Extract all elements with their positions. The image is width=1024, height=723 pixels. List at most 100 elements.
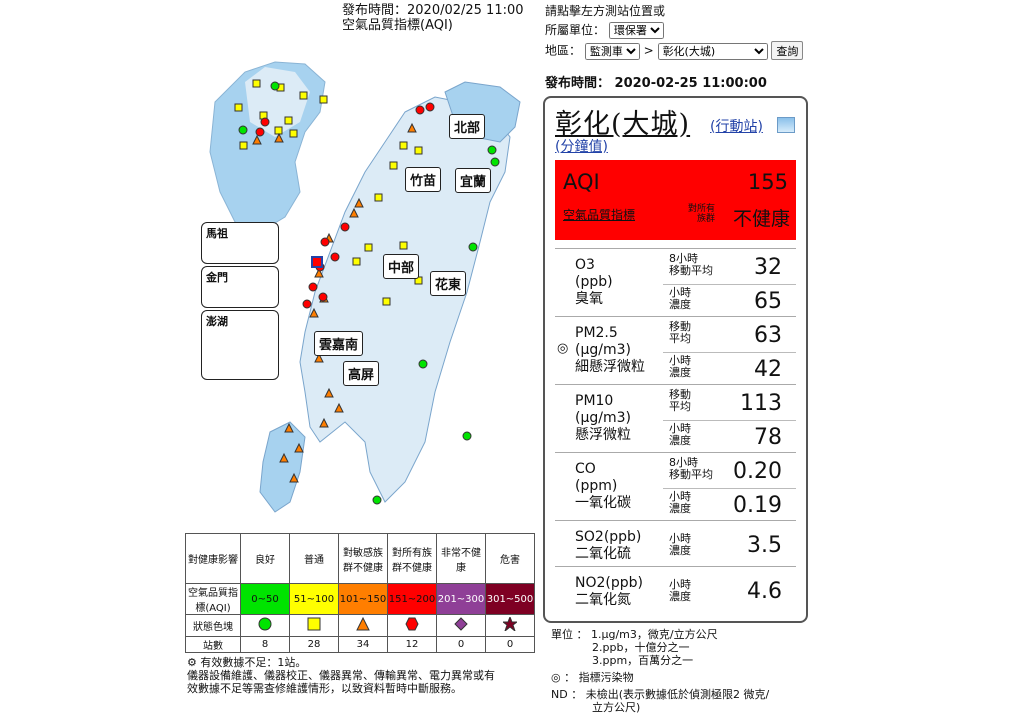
region-label-yunjianan[interactable]: 雲嘉南 xyxy=(314,331,364,356)
co-r2-value: 0.19 xyxy=(733,493,782,518)
pollutant-cname: 二氧化氮 xyxy=(575,592,631,608)
level-count: 8 xyxy=(240,636,290,653)
pollutant-cname: 臭氧 xyxy=(575,291,603,307)
o3-r2-value: 65 xyxy=(754,289,782,314)
co-r1-label: 8小時 移動平均 xyxy=(669,456,713,481)
region-select[interactable]: 監測車 xyxy=(584,42,640,60)
pollutant-unit: (ppb) xyxy=(575,274,613,290)
hazardous-star-icon xyxy=(485,614,535,637)
region-label: 地區： xyxy=(545,43,582,58)
pollutant-cname: 二氧化硫 xyxy=(575,546,631,562)
station-card: 彰化(大城) (行動站) (分鐘值) AQI 155 空氣品質指標 對所有族群 … xyxy=(543,96,808,623)
unit-label: 所屬單位： xyxy=(545,23,606,37)
co-r1-value: 0.20 xyxy=(733,459,782,484)
pm10-r2-label: 小時 濃度 xyxy=(669,422,691,447)
unit-line: 單位 ： 1.μg/m3，微克/立方公尺 xyxy=(551,628,718,641)
pollutant-cname: 懸浮微粒 xyxy=(575,427,631,443)
sensitive-triangle-icon xyxy=(338,614,388,637)
arrow-separator: > xyxy=(643,43,654,58)
aqi-legend-table: 對健康影響 良好 普通 對敏感族群不健康 對所有族群不健康 非常不健康 危害 空… xyxy=(185,533,535,653)
units-notes: 單位 ： 1.μg/m3，微克/立方公尺 2.ppb，十億分之一 3.ppm，百… xyxy=(551,628,769,714)
level-count: 0 xyxy=(436,636,486,653)
region-label-central[interactable]: 中部 xyxy=(383,254,420,279)
o3-r2-label: 小時 濃度 xyxy=(669,286,691,311)
o3-r1-value: 32 xyxy=(754,255,782,280)
level-range: 101~150 xyxy=(338,583,388,615)
level-range: 301~500 xyxy=(485,583,535,615)
hint-text: 請點擊左方測站位置或 xyxy=(545,4,666,18)
legend-header: 對健康影響 xyxy=(185,533,241,584)
level-range: 201~300 xyxy=(436,583,486,615)
legend-row-shape: 狀態色塊 xyxy=(185,614,241,637)
o3-r1-label: 8小時 移動平均 xyxy=(669,252,713,277)
level-range: 151~200 xyxy=(387,583,437,615)
very-unhealthy-diamond-icon xyxy=(436,614,486,637)
legend-row-count: 站數 xyxy=(185,636,241,653)
level-name: 對所有族群不健康 xyxy=(387,533,437,584)
pollutant-name: PM10 xyxy=(575,393,614,409)
level-name: 對敏感族群不健康 xyxy=(338,533,388,584)
publish-time-header: 發布時間：2020/02/25 11:00 xyxy=(342,3,524,18)
level-name: 危害 xyxy=(485,533,535,584)
level-count: 34 xyxy=(338,636,388,653)
pollutant-so2: SO2(ppb) 二氧化硫 小時 濃度 3.5 xyxy=(555,520,796,567)
image-icon[interactable] xyxy=(777,117,795,133)
inset-label-matsu: 馬祖 xyxy=(206,227,228,240)
level-count: 12 xyxy=(387,636,437,653)
station-name[interactable]: 彰化(大城) xyxy=(555,109,691,140)
note-line: 儀器設備維護、儀器校正、儀器異常、傳輸異常、電力異常或有 xyxy=(187,669,495,682)
inset-penghu[interactable]: 澎湖 xyxy=(201,310,279,380)
pm25-r2-label: 小時 濃度 xyxy=(669,354,691,379)
aqi-status: 不健康 xyxy=(732,208,790,230)
pollutant-unit: (μg/m3) xyxy=(575,410,631,426)
no2-r1-value: 4.6 xyxy=(747,579,782,604)
pollutant-name: NO2(ppb) xyxy=(575,575,643,591)
no2-r1-label: 小時 濃度 xyxy=(669,578,691,603)
unit-line: ◎ ： 指標污染物 xyxy=(551,671,634,684)
level-name: 良好 xyxy=(240,533,290,584)
station-select[interactable]: 彰化(大城) xyxy=(657,42,768,60)
pollutant-co: CO (ppm) 一氧化碳 8小時 移動平均 0.20 小時 濃度 0.19 xyxy=(555,452,796,521)
pollutant-name: SO2(ppb) xyxy=(575,529,642,545)
page-subtitle: 空氣品質指標(AQI) xyxy=(342,18,453,33)
so2-r1-value: 3.5 xyxy=(747,533,782,558)
region-label-yilan[interactable]: 宜蘭 xyxy=(455,168,492,193)
aqi-key: AQI xyxy=(563,170,600,194)
unit-line: 3.ppm，百萬分之一 xyxy=(592,654,694,667)
pollutant-cname: 一氧化碳 xyxy=(575,495,631,511)
aqi-label-link[interactable]: 空氣品質指標 xyxy=(563,208,636,222)
level-count: 28 xyxy=(289,636,339,653)
pollutant-cname: 細懸浮微粒 xyxy=(575,359,645,375)
minute-value-link[interactable]: (分鐘值) xyxy=(555,139,608,155)
region-label-north[interactable]: 北部 xyxy=(449,114,486,139)
legend-notes: ⚙ 有效數據不足：1站。 儀器設備維護、儀器校正、儀器異常、傳輸異常、電力異常或… xyxy=(187,656,495,695)
pollutant-name: CO xyxy=(575,461,596,477)
pollutant-name: O3 xyxy=(575,257,595,273)
query-button[interactable]: 查詢 xyxy=(771,41,804,60)
good-circle-icon xyxy=(240,614,290,637)
unit-line: ND ： 未檢出(表示數據低於偵測極限2 微克/ xyxy=(551,688,770,701)
primary-pollutant-mark: ◎ xyxy=(557,341,569,356)
level-range: 0~50 xyxy=(240,583,290,615)
inset-matsu[interactable]: 馬祖 xyxy=(201,222,279,264)
mobile-station-link[interactable]: (行動站) xyxy=(710,119,763,135)
unit-line: 立方公尺) xyxy=(592,701,641,714)
pollutant-unit: (ppm) xyxy=(575,478,618,494)
taiwan-map[interactable] xyxy=(205,42,535,522)
pollutant-no2: NO2(ppb) 二氧化氮 小時 濃度 4.6 xyxy=(555,566,796,617)
region-label-huadong[interactable]: 花東 xyxy=(430,271,467,296)
unit-select[interactable]: 環保署 xyxy=(608,22,664,39)
level-range: 51~100 xyxy=(289,583,339,615)
pollutant-o3: O3 (ppb) 臭氧 8小時 移動平均 32 小時 濃度 65 xyxy=(555,248,796,317)
note-line: ⚙ 有效數據不足：1站。 xyxy=(187,656,307,669)
region-label-zhumiao[interactable]: 竹苗 xyxy=(405,167,442,192)
pm25-r1-value: 63 xyxy=(754,323,782,348)
inset-label-penghu: 澎湖 xyxy=(206,315,228,328)
inset-label-kinmen: 金門 xyxy=(206,271,228,284)
inset-kinmen[interactable]: 金門 xyxy=(201,266,279,308)
pollutant-name: PM2.5 xyxy=(575,325,618,341)
region-label-gaoping[interactable]: 高屏 xyxy=(343,361,380,386)
pm25-r2-value: 42 xyxy=(754,357,782,382)
level-name: 非常不健康 xyxy=(436,533,486,584)
pm10-r1-value: 113 xyxy=(740,391,782,416)
